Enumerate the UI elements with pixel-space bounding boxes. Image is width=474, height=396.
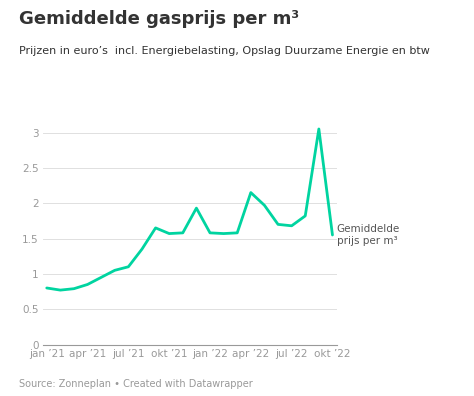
Text: Gemiddelde gasprijs per m³: Gemiddelde gasprijs per m³ [19, 10, 299, 28]
Text: Source: Zonneplan • Created with Datawrapper: Source: Zonneplan • Created with Datawra… [19, 379, 253, 389]
Text: Gemiddelde
prijs per m³: Gemiddelde prijs per m³ [337, 224, 400, 246]
Text: Prijzen in euro’s  incl. Energiebelasting, Opslag Duurzame Energie en btw: Prijzen in euro’s incl. Energiebelasting… [19, 46, 430, 55]
